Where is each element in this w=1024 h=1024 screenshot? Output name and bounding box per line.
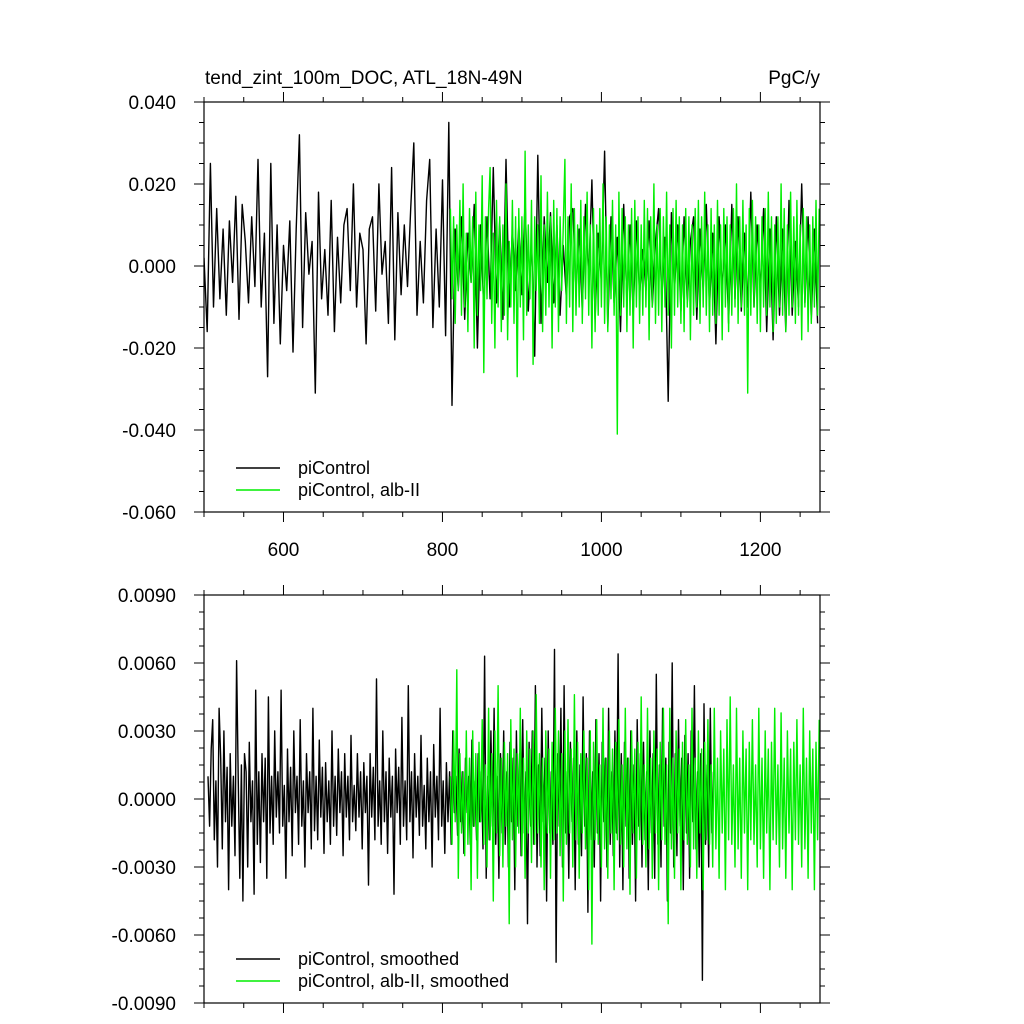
y-tick-label: 0.020 [128,175,176,196]
y-tick-label: 0.040 [128,93,176,114]
y-tick-label: -0.020 [122,339,176,360]
y-tick-label: -0.0060 [112,926,176,947]
y-tick-label: 0.0030 [118,722,176,743]
y-tick-label: -0.060 [122,503,176,524]
y-tick-label: 0.0000 [118,790,176,811]
legend-label: piControl, smoothed [298,949,459,969]
series-line-picontrol-alb-ii [449,669,820,945]
x-tick-label: 600 [268,540,300,561]
top-panel: tend_zint_100m_DOC, ATL_18N-49N PgC/y 60… [122,68,830,561]
legend-label: piControl, alb-II [298,480,420,500]
y-tick-label: 0.0090 [118,586,176,607]
y-tick-label: 0.0060 [118,654,176,675]
legend-label: piControl [298,458,370,478]
x-tick-label: 1200 [739,540,781,561]
y-tick-label: -0.0090 [112,994,176,1015]
chart-units: PgC/y [768,68,820,89]
series-line-picontrol-alb-ii [449,150,820,435]
legend-label: piControl, alb-II, smoothed [298,971,509,991]
x-tick-label: 800 [427,540,459,561]
x-tick-label: 1000 [580,540,622,561]
chart-title: tend_zint_100m_DOC, ATL_18N-49N [205,68,523,89]
y-tick-label: -0.040 [122,421,176,442]
y-tick-label: 0.000 [128,257,176,278]
bottom-panel: -0.0090 -0.0060 -0.0030 0.0000 0.0030 0.0060 0… [112,585,830,1015]
y-tick-label: -0.0030 [112,858,176,879]
